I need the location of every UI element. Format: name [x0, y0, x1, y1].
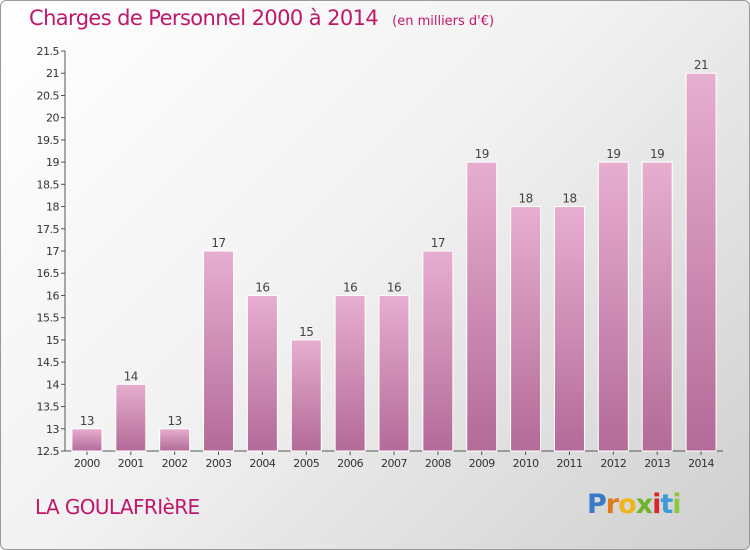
y-tick-label: 18 [46, 201, 59, 214]
bar-2012 [597, 161, 629, 452]
x-tick-label: 2003 [206, 457, 232, 470]
y-tick-label: 15.5 [37, 312, 60, 325]
bar-2005 [290, 339, 322, 452]
y-tick-label: 16.5 [37, 267, 60, 280]
y-tick-label: 15 [46, 334, 59, 347]
bar-2010 [510, 206, 542, 452]
bar-value-label: 13 [168, 414, 182, 428]
y-tick-label: 12.5 [37, 445, 60, 458]
x-tick-label: 2014 [688, 457, 714, 470]
y-tick-label: 19 [46, 156, 59, 169]
x-tick-label: 2013 [644, 457, 670, 470]
chart-title: Charges de Personnel 2000 à 2014 (en mill… [29, 6, 494, 30]
logo-letter: r [605, 489, 619, 520]
bar-2002 [159, 428, 191, 452]
bar-value-label: 14 [124, 369, 138, 383]
y-tick-label: 13 [46, 423, 59, 436]
bar-2007 [378, 294, 410, 452]
y-tick-label: 17.5 [37, 223, 60, 236]
x-tick-label: 2010 [513, 457, 539, 470]
logo-letter: o [618, 489, 637, 520]
bar-2014 [685, 72, 717, 452]
chart-subtitle: (en milliers d'€) [392, 14, 495, 29]
bar-value-label: 16 [255, 280, 269, 294]
bar-2004 [246, 294, 278, 452]
y-tick-label: 13.5 [37, 401, 60, 414]
x-tick-label: 2006 [337, 457, 363, 470]
bar-2003 [203, 250, 235, 452]
bar-2011 [553, 206, 585, 452]
bar-value-label: 19 [650, 147, 664, 161]
bar-value-label: 15 [299, 325, 313, 339]
commune-name: LA GOULAFRIèRE [35, 495, 200, 519]
bar-2001 [115, 383, 147, 452]
bar-value-label: 17 [211, 236, 225, 250]
x-tick-label: 2007 [381, 457, 407, 470]
y-tick-label: 18.5 [37, 178, 60, 191]
logo-letter: t [660, 489, 673, 520]
x-tick-label: 2012 [600, 457, 626, 470]
proxiti-logo: Proxiti [587, 489, 682, 520]
x-tick-label: 2005 [293, 457, 319, 470]
y-tick-label: 16 [46, 289, 59, 302]
bar-value-label: 18 [518, 192, 532, 206]
bar-2013 [641, 161, 673, 452]
logo-letter: x [635, 489, 653, 520]
x-tick-label: 2000 [74, 457, 100, 470]
bar-2008 [422, 250, 454, 452]
bar-value-label: 16 [387, 280, 401, 294]
y-tick-label: 20.5 [37, 89, 60, 102]
y-tick-label: 21 [46, 67, 59, 80]
bar-value-label: 16 [343, 280, 357, 294]
x-tick-label: 2008 [425, 457, 451, 470]
logo-letter: P [587, 489, 607, 520]
x-tick-label: 2002 [162, 457, 188, 470]
bar-value-label: 21 [694, 58, 708, 72]
bar-2009 [466, 161, 498, 452]
x-tick-label: 2009 [469, 457, 495, 470]
bar-value-label: 19 [606, 147, 620, 161]
y-tick-label: 20 [46, 112, 59, 125]
y-tick-label: 21.5 [37, 45, 60, 58]
bar-value-label: 18 [562, 192, 576, 206]
bar-2006 [334, 294, 366, 452]
y-tick-label: 14.5 [37, 356, 60, 369]
bar-value-label: 17 [431, 236, 445, 250]
x-tick-label: 2001 [118, 457, 144, 470]
y-tick-label: 17 [46, 245, 59, 258]
bar-value-label: 19 [475, 147, 489, 161]
title-text: Charges de Personnel 2000 à 2014 [29, 6, 379, 30]
y-tick-label: 19.5 [37, 134, 60, 147]
y-tick-label: 14 [46, 378, 59, 391]
logo-letter: i [672, 489, 681, 520]
bar-2000 [71, 428, 103, 452]
bar-value-label: 13 [80, 414, 94, 428]
logo-letter: i [652, 489, 661, 520]
x-tick-label: 2011 [556, 457, 582, 470]
x-tick-label: 2004 [249, 457, 275, 470]
